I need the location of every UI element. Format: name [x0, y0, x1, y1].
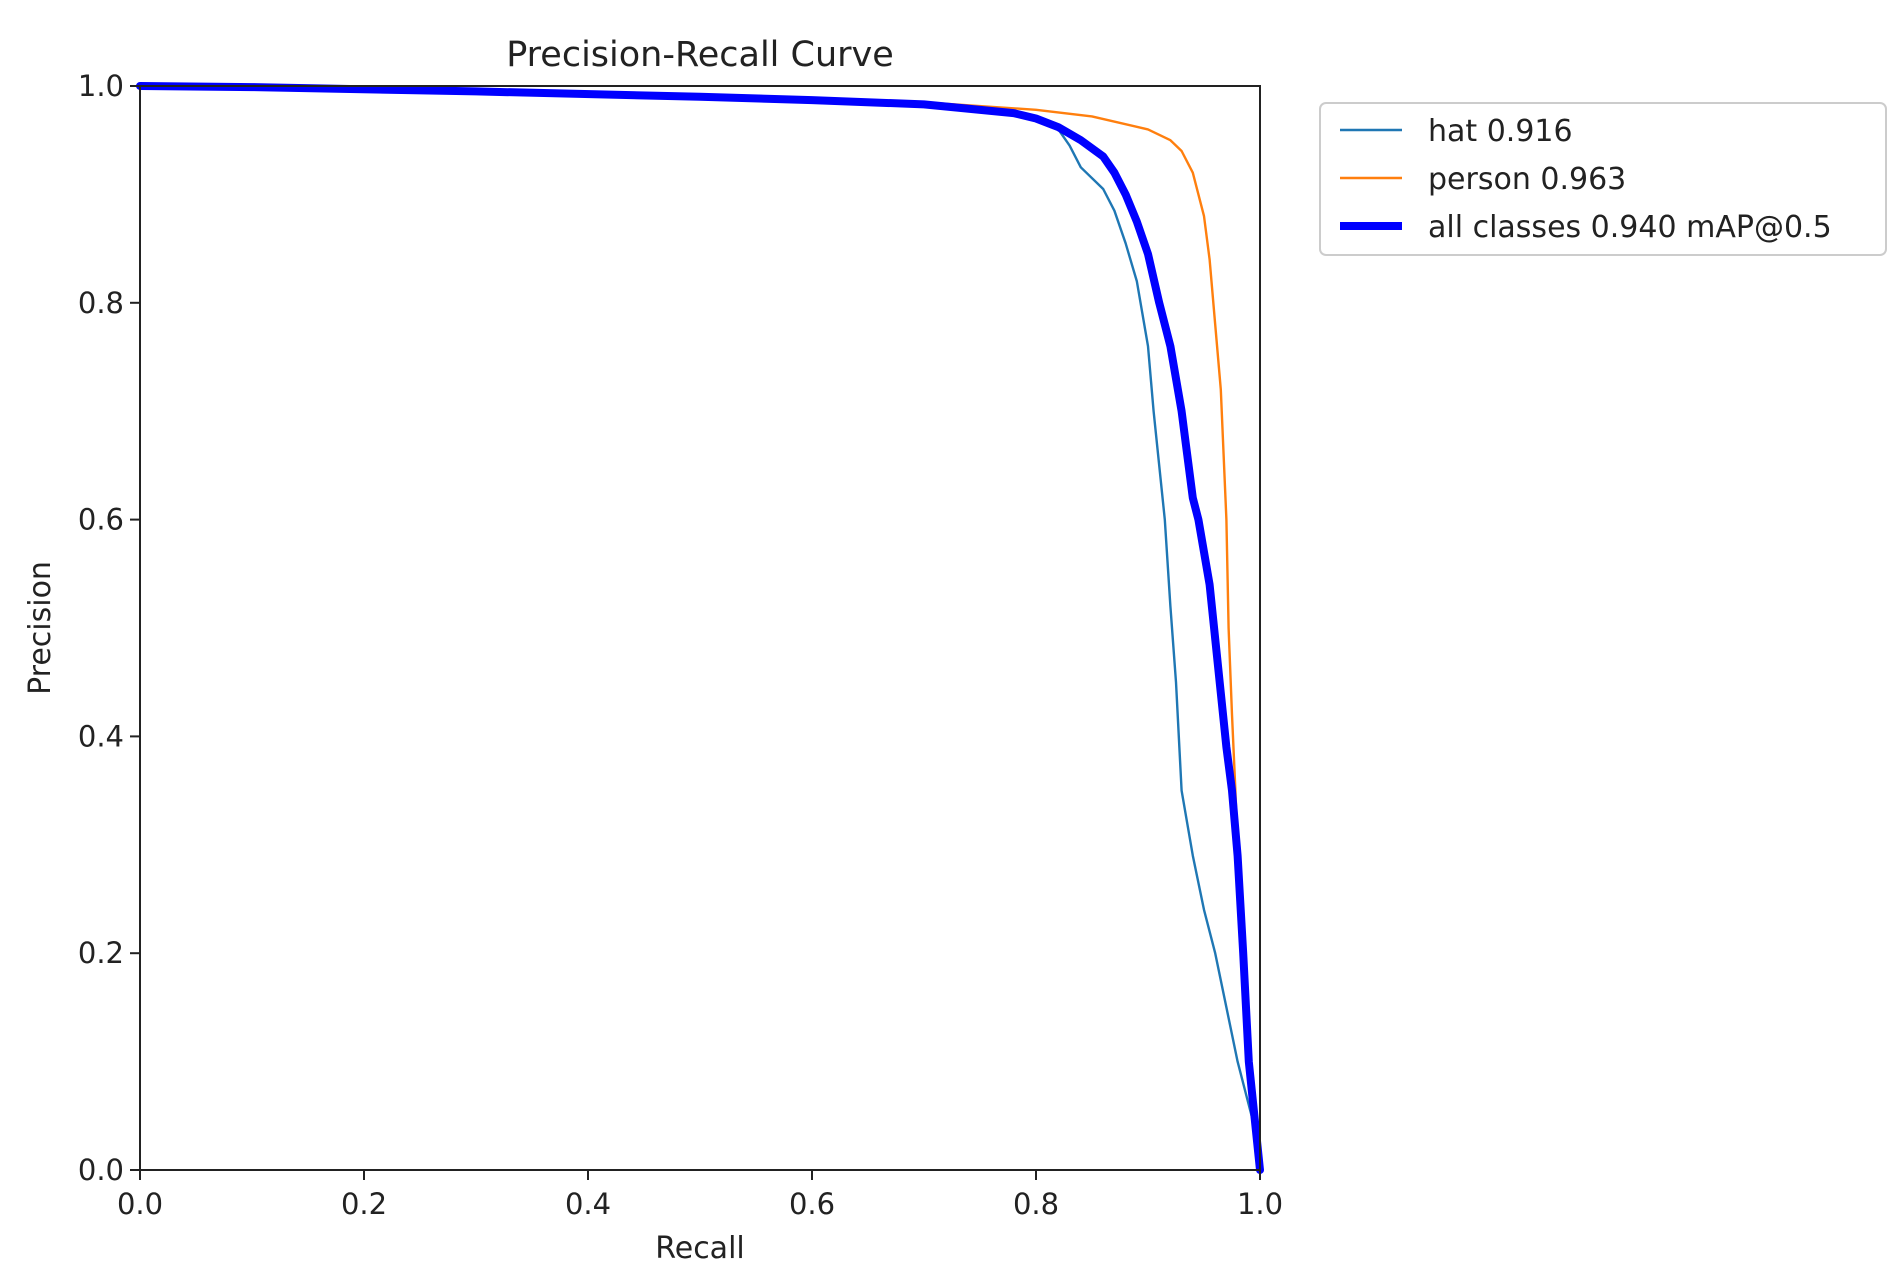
- y-tick-label: 0.0: [78, 1153, 124, 1187]
- chart-title: Precision-Recall Curve: [506, 35, 894, 75]
- legend-label-1: hat 0.916: [1428, 114, 1573, 149]
- legend-items: hat 0.916 person 0.963 all classes 0.940 m…: [1340, 114, 1832, 245]
- x-tick-label: 0.4: [565, 1187, 611, 1221]
- series-line-3: [136, 82, 1264, 1174]
- x-tick-label: 0.2: [341, 1187, 387, 1221]
- legend: hat 0.916 person 0.963 all classes 0.940 m…: [1319, 102, 1887, 256]
- legend-box: [1319, 102, 1887, 256]
- x-tick-label: 0.6: [789, 1187, 835, 1221]
- x-tick-label: 0.8: [1013, 1187, 1059, 1221]
- y-axis-ticks: 0.0 0.2 0.4 0.6 0.8 1.0: [78, 69, 140, 1187]
- series-line-2: [138, 84, 1262, 1172]
- legend-label-3: all classes 0.940 mAP@0.5: [1428, 210, 1832, 245]
- y-tick-label: 1.0: [78, 69, 124, 103]
- series-layer: [136, 82, 1264, 1174]
- plot-frame: [139, 85, 1261, 1171]
- y-tick-label: 0.2: [78, 936, 124, 970]
- legend-label-2: person 0.963: [1428, 162, 1626, 197]
- x-axis-title: Recall: [655, 1231, 745, 1266]
- y-tick-label: 0.6: [78, 503, 124, 537]
- x-axis-ticks: 0.0 0.2 0.4 0.6 0.8 1.0: [117, 1170, 1283, 1221]
- y-axis-title: Precision: [23, 561, 58, 695]
- series-line-1: [138, 84, 1262, 1150]
- y-tick-label: 0.8: [78, 286, 124, 320]
- x-tick-label: 0.0: [117, 1187, 163, 1221]
- y-tick-label: 0.4: [78, 719, 124, 753]
- x-tick-label: 1.0: [1237, 1187, 1283, 1221]
